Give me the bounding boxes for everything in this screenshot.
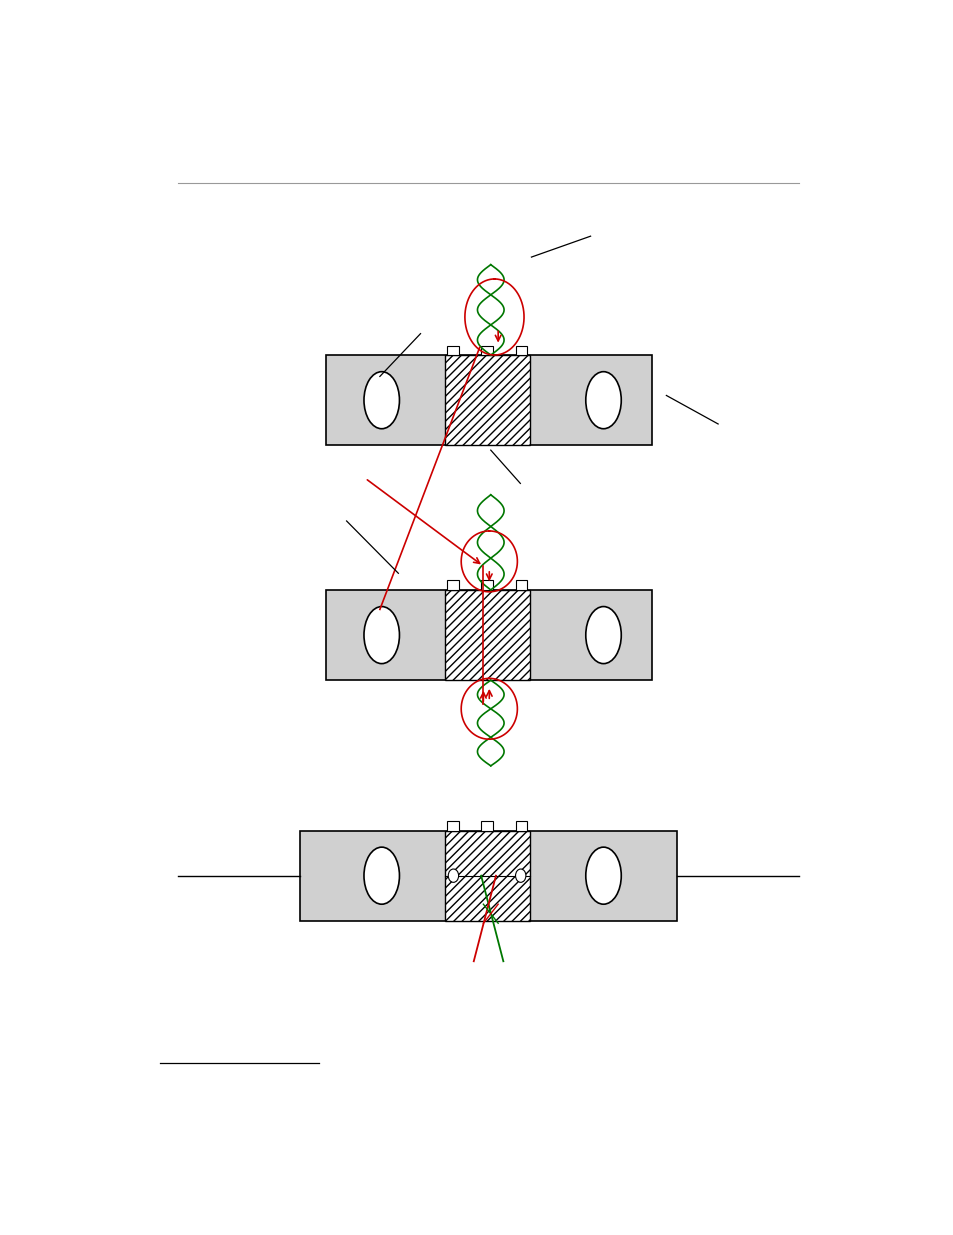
Bar [515,580,527,590]
Bar [444,830,529,921]
Ellipse shape [585,372,620,429]
Ellipse shape [364,372,399,429]
Bar [444,590,529,680]
Ellipse shape [585,606,620,663]
Bar [480,580,493,590]
Bar [446,346,458,354]
Bar [326,354,651,446]
Ellipse shape [364,606,399,663]
Circle shape [448,869,458,882]
Bar [515,821,527,830]
Bar [446,821,458,830]
Bar [515,346,527,354]
Ellipse shape [364,847,399,904]
Bar [300,830,677,921]
Bar [444,354,529,446]
Circle shape [515,869,525,882]
Bar [446,580,458,590]
Bar [480,821,493,830]
Bar [326,590,651,680]
Bar [480,346,493,354]
Ellipse shape [585,847,620,904]
